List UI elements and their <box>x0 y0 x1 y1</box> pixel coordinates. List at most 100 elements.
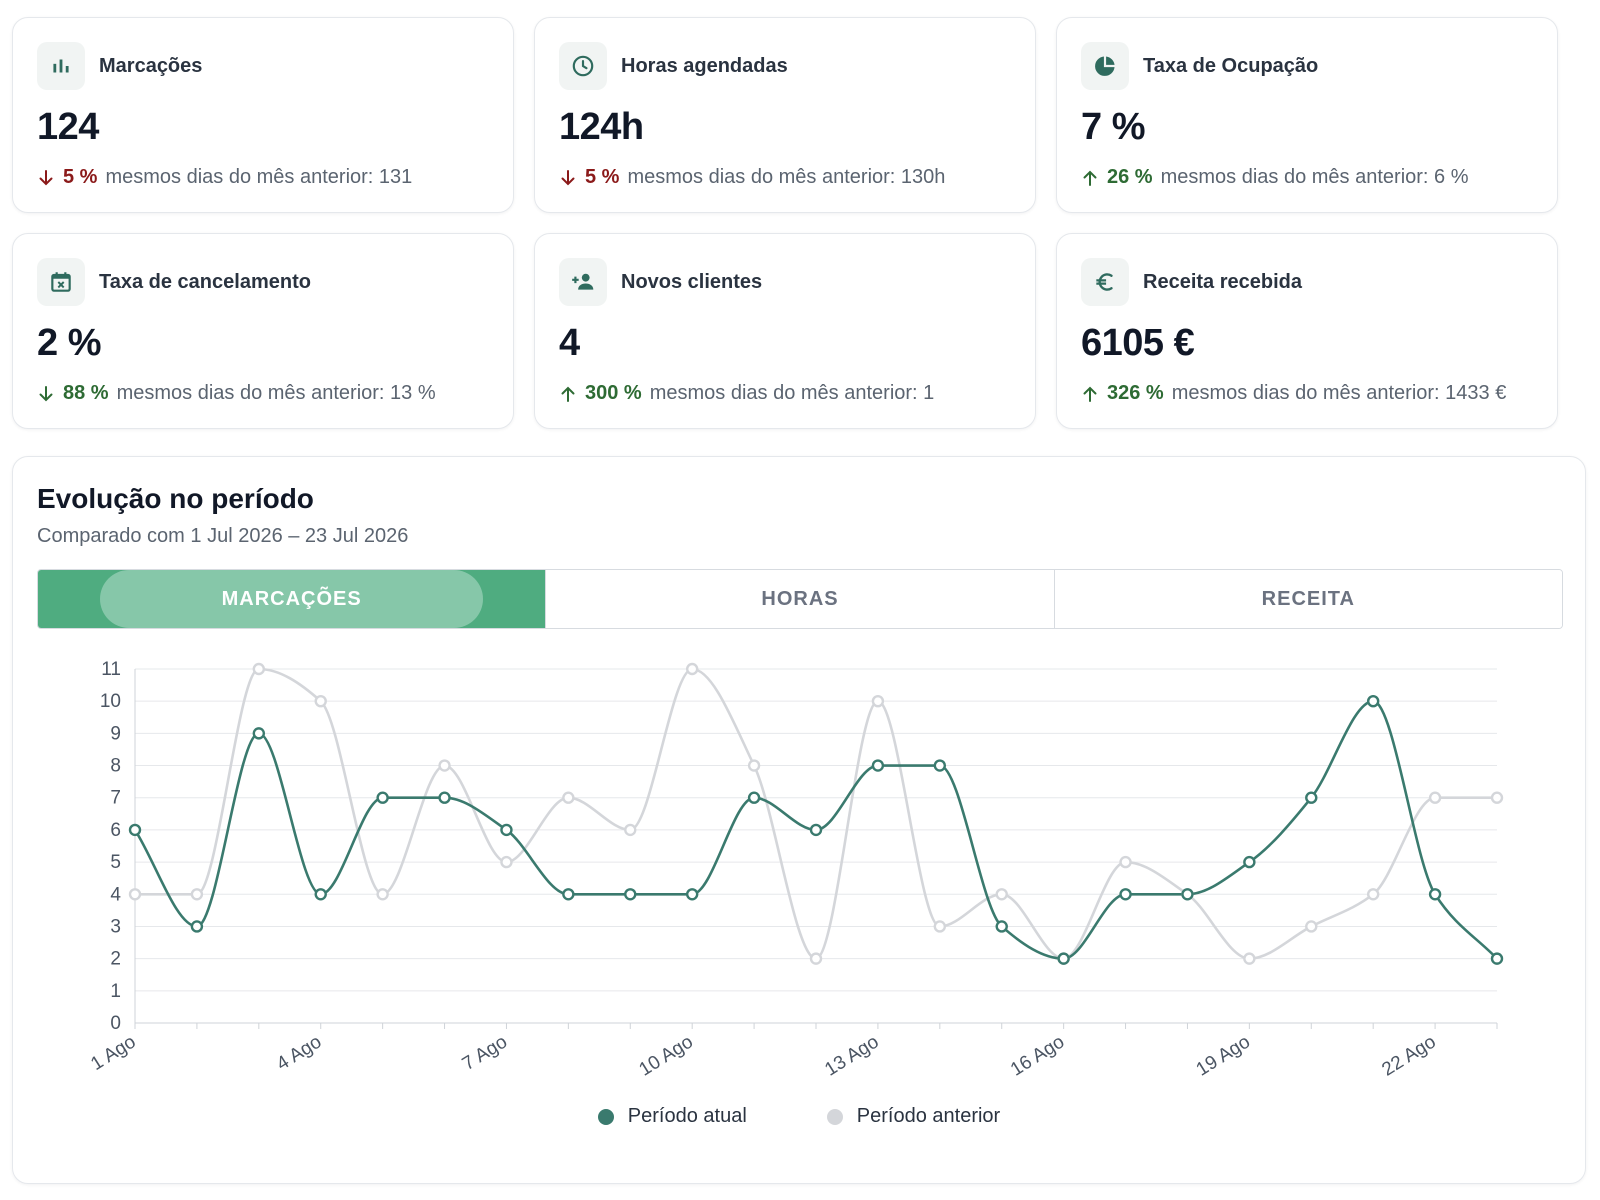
y-tick-label: 0 <box>110 1013 121 1034</box>
data-point-current[interactable] <box>1119 888 1132 901</box>
tab-receita[interactable]: RECEITA <box>1054 570 1562 628</box>
x-tick-label: 19 Ago <box>1193 1031 1254 1080</box>
euro-icon <box>1081 258 1129 306</box>
kpi-header: Taxa de Ocupação <box>1081 42 1318 90</box>
legend-item-current[interactable]: Período atual <box>597 1105 747 1128</box>
data-point-previous[interactable] <box>624 823 637 837</box>
kpi-delta: 5 % mesmos dias do mês anterior: 130h <box>559 166 945 189</box>
data-point-previous[interactable] <box>128 888 142 901</box>
kpi-delta: 88 % mesmos dias do mês anterior: 13 % <box>37 382 436 405</box>
kpi-delta-percent: 5 % <box>63 166 98 188</box>
kpi-header: Horas agendadas <box>559 42 788 90</box>
x-tick-label: 13 Ago <box>821 1031 882 1080</box>
data-point-current[interactable] <box>500 823 513 837</box>
data-point-previous[interactable] <box>1305 920 1318 933</box>
data-point-previous[interactable] <box>685 662 699 676</box>
kpi-delta: 326 % mesmos dias do mês anterior: 1433 … <box>1081 382 1506 405</box>
data-point-current[interactable] <box>1305 791 1318 804</box>
data-point-current[interactable] <box>438 791 451 804</box>
data-point-current[interactable] <box>747 791 761 804</box>
data-point-previous[interactable] <box>871 694 885 708</box>
y-tick-label: 9 <box>110 723 121 744</box>
chart-card: Evolução no período Comparado com 1 Jul … <box>12 456 1586 1184</box>
arrow-up-icon <box>1081 385 1107 403</box>
data-point-previous[interactable] <box>252 662 266 676</box>
data-point-current[interactable] <box>871 759 885 772</box>
data-point-previous[interactable] <box>1243 952 1256 965</box>
kpi-compare-text: mesmos dias do mês anterior: 131 <box>105 166 413 188</box>
data-point-current[interactable] <box>624 888 637 901</box>
data-point-previous[interactable] <box>1366 888 1380 901</box>
kpi-compare-text: mesmos dias do mês anterior: 130h <box>627 166 946 188</box>
arrow-down-icon <box>37 169 63 187</box>
kpi-card: Receita recebida 6105 € 326 % mesmos dia… <box>1056 233 1558 429</box>
kpi-delta-percent: 300 % <box>585 382 642 404</box>
tab-label: RECEITA <box>1261 587 1355 610</box>
x-tick-label: 4 Ago <box>273 1031 325 1075</box>
kpi-header: Taxa de cancelamento <box>37 258 311 306</box>
data-point-previous[interactable] <box>933 920 947 933</box>
tab-horas[interactable]: HORAS <box>546 570 1055 628</box>
data-point-current[interactable] <box>1366 694 1380 708</box>
data-point-current[interactable] <box>1428 888 1442 901</box>
data-point-previous[interactable] <box>562 791 575 804</box>
data-point-current[interactable] <box>1057 952 1070 965</box>
kpi-title: Receita recebida <box>1143 270 1302 293</box>
data-point-current[interactable] <box>252 727 266 740</box>
kpi-delta-percent: 26 % <box>1107 166 1153 188</box>
kpi-value: 6105 € <box>1081 322 1195 364</box>
kpi-card: Novos clientes 4 300 % mesmos dias do mê… <box>534 233 1036 429</box>
data-point-previous[interactable] <box>500 855 513 869</box>
arrow-down-icon <box>37 385 63 403</box>
y-tick-label: 7 <box>110 788 121 809</box>
data-point-previous[interactable] <box>314 694 327 708</box>
chart-subtitle: Comparado com 1 Jul 2026 – 23 Jul 2026 <box>37 525 409 547</box>
kpi-delta: 5 % mesmos dias do mês anterior: 131 <box>37 166 412 189</box>
data-point-previous[interactable] <box>747 759 761 772</box>
data-point-previous[interactable] <box>1490 791 1504 804</box>
y-tick-label: 6 <box>110 820 121 841</box>
data-point-previous[interactable] <box>1119 855 1132 869</box>
data-point-previous[interactable] <box>376 888 389 901</box>
data-point-current[interactable] <box>190 920 204 933</box>
kpi-card: Marcações 124 5 % mesmos dias do mês ant… <box>12 17 514 213</box>
data-point-current[interactable] <box>809 823 823 837</box>
data-point-current[interactable] <box>685 888 699 901</box>
kpi-header: Receita recebida <box>1081 258 1302 306</box>
kpi-delta-percent: 326 % <box>1107 382 1164 404</box>
arrow-down-icon <box>559 169 585 187</box>
kpi-header: Novos clientes <box>559 258 762 306</box>
kpi-card: Taxa de cancelamento 2 % 88 % mesmos dia… <box>12 233 514 429</box>
bar-chart-icon <box>37 42 85 90</box>
data-point-current[interactable] <box>1181 888 1194 901</box>
kpi-title: Taxa de Ocupação <box>1143 54 1319 77</box>
kpi-value: 124h <box>559 106 644 148</box>
x-tick-label: 22 Ago <box>1378 1031 1439 1080</box>
arrow-up-icon <box>1081 169 1107 187</box>
data-point-current[interactable] <box>933 759 947 772</box>
data-point-current[interactable] <box>995 920 1008 933</box>
data-point-current[interactable] <box>128 823 142 837</box>
data-point-current[interactable] <box>1490 952 1504 965</box>
data-point-previous[interactable] <box>995 888 1008 901</box>
x-tick-label: 10 Ago <box>636 1031 697 1080</box>
legend-dot-current <box>597 1108 614 1125</box>
data-point-previous[interactable] <box>438 759 451 772</box>
kpi-title: Taxa de cancelamento <box>99 270 311 293</box>
clock-icon <box>559 42 607 90</box>
tab-marcacoes[interactable]: MARCAÇÕES <box>38 570 547 628</box>
data-point-previous[interactable] <box>190 888 204 901</box>
data-point-current[interactable] <box>376 791 389 804</box>
legend-label-current: Período atual <box>627 1105 747 1127</box>
data-point-previous[interactable] <box>1428 791 1442 804</box>
data-point-current[interactable] <box>562 888 575 901</box>
y-tick-label: 5 <box>110 852 121 873</box>
data-point-current[interactable] <box>314 888 327 901</box>
data-point-current[interactable] <box>1243 855 1256 869</box>
legend-item-previous[interactable]: Período anterior <box>826 1105 1000 1128</box>
kpi-value: 7 % <box>1081 106 1145 148</box>
x-tick-label: 1 Ago <box>87 1031 139 1075</box>
y-tick-label: 10 <box>100 691 121 712</box>
x-tick-label: 16 Ago <box>1007 1031 1068 1080</box>
data-point-previous[interactable] <box>809 952 823 965</box>
